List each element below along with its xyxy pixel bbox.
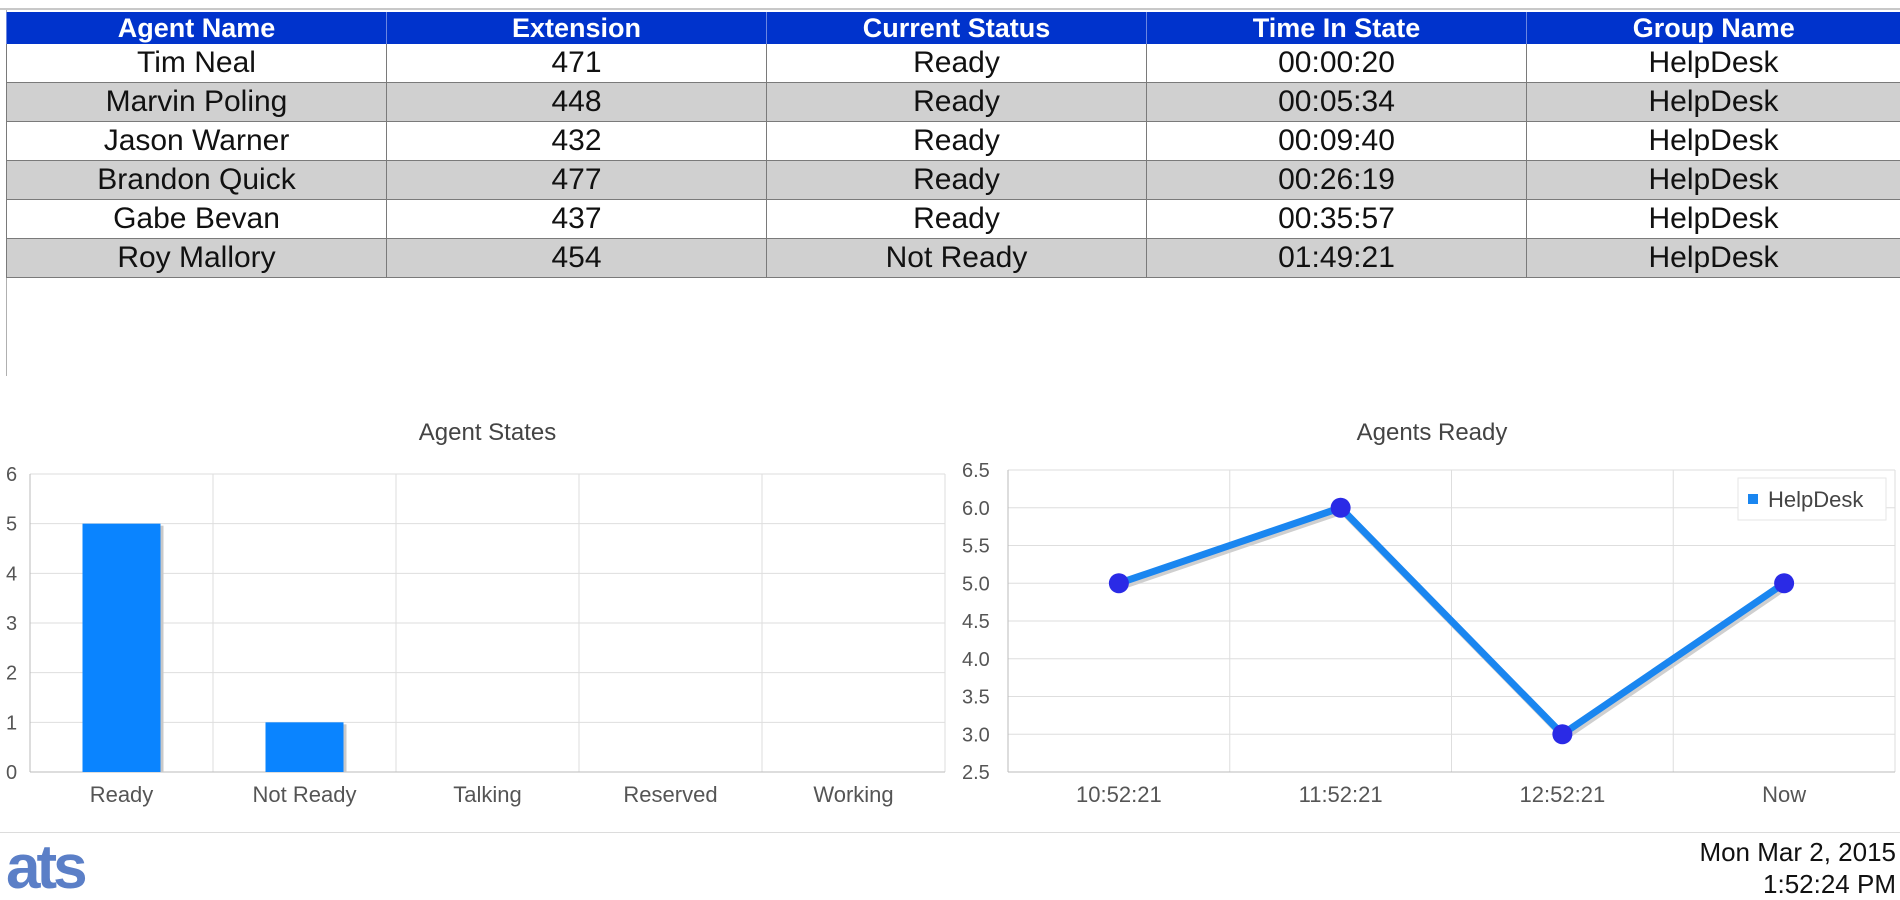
data-point (1552, 724, 1573, 745)
cell-current-status: Ready (766, 160, 1147, 200)
cell-agent-name: Marvin Poling (6, 82, 387, 122)
x-tick-label: Talking (453, 782, 521, 807)
legend-box (1737, 477, 1887, 521)
header-extension[interactable]: Extension (386, 12, 767, 44)
y-tick-label: 2.5 (962, 762, 990, 784)
header-time-in-state[interactable]: Time In State (1146, 12, 1527, 44)
y-tick-label: 3 (6, 613, 17, 635)
timestamp-time: 1:52:24 PM (1763, 869, 1896, 899)
y-tick-label: 6.5 (962, 460, 990, 482)
agents-ready-chart: Agents Ready 2.5 3.0 3.5 4.0 4.5 5.0 5.5 6.0 6.5 1… (962, 419, 1896, 807)
cell-current-status: Ready (766, 121, 1147, 161)
x-tick-label: 11:52:21 (1299, 782, 1383, 807)
cell-time-in-state: 00:35:57 (1146, 199, 1527, 239)
y-tick-label: 1 (6, 712, 17, 734)
cell-group-name: HelpDesk (1526, 160, 1900, 200)
cell-group-name: HelpDesk (1526, 199, 1900, 239)
x-tick-label: Working (813, 782, 893, 807)
x-tick-label: Now (1762, 782, 1806, 807)
table-row[interactable]: Brandon Quick 477 Ready 00:26:19 HelpDes… (6, 160, 1900, 200)
y-tick-label: 2 (6, 663, 17, 685)
cell-group-name: HelpDesk (1526, 44, 1900, 83)
cell-current-status: Ready (766, 44, 1147, 83)
y-tick-label: 6 (6, 464, 17, 486)
cell-current-status: Not Ready (766, 238, 1147, 278)
bar (265, 722, 344, 772)
bar (82, 523, 161, 772)
y-tick-label: 3.5 (962, 687, 990, 709)
cell-agent-name: Tim Neal (6, 44, 387, 83)
y-tick-label: 5.0 (962, 573, 990, 595)
x-tick-label: Not Ready (253, 782, 357, 807)
cell-extension: 471 (386, 44, 767, 83)
cell-time-in-state: 00:26:19 (1146, 160, 1527, 200)
series-line (1117, 504, 1787, 738)
table-row[interactable]: Tim Neal 471 Ready 00:00:20 HelpDesk (6, 44, 1900, 83)
ats-logo: ats (6, 836, 89, 898)
x-tick-label: 12:52:21 (1520, 782, 1606, 807)
data-point (1330, 497, 1351, 518)
cell-extension: 454 (386, 238, 767, 278)
x-tick-label: 10:52:21 (1076, 782, 1162, 807)
y-tick-label: 0 (6, 762, 17, 784)
table-header-row: Agent Name Extension Current Status Time… (6, 12, 1900, 44)
cell-time-in-state: 00:00:20 (1146, 44, 1527, 83)
chart-title: Agents Ready (1357, 419, 1508, 446)
y-tick-label: 4.5 (962, 611, 990, 633)
agent-status-table: Agent Name Extension Current Status Time… (6, 12, 1900, 278)
timestamp: Mon Mar 2, 2015 1:52:24 PM (1699, 836, 1896, 900)
cell-time-in-state: 01:49:21 (1146, 238, 1527, 278)
logo-text: ats (6, 836, 85, 898)
footer-divider (0, 832, 1900, 833)
table-row[interactable]: Jason Warner 432 Ready 00:09:40 HelpDesk (6, 121, 1900, 161)
cell-group-name: HelpDesk (1526, 82, 1900, 122)
chart-title: Agent States (419, 419, 556, 446)
y-tick-label: 4.0 (962, 649, 990, 671)
timestamp-date: Mon Mar 2, 2015 (1699, 837, 1896, 867)
y-tick-label: 5 (6, 514, 17, 536)
data-point (1108, 573, 1129, 594)
cell-current-status: Ready (766, 199, 1147, 239)
legend-label: HelpDesk (1768, 487, 1864, 512)
cell-extension: 448 (386, 82, 767, 122)
cell-extension: 437 (386, 199, 767, 239)
cell-agent-name: Jason Warner (6, 121, 387, 161)
header-agent-name[interactable]: Agent Name (6, 12, 387, 44)
agent-states-chart: Agent States 0 1 2 3 4 5 6 Ready Not Ready Talking… (6, 419, 946, 807)
header-group-name[interactable]: Group Name (1526, 12, 1900, 44)
header-current-status[interactable]: Current Status (766, 12, 1147, 44)
table-row[interactable]: Gabe Bevan 437 Ready 00:35:57 HelpDesk (6, 199, 1900, 239)
x-tick-label: Ready (90, 782, 154, 807)
cell-group-name: HelpDesk (1526, 238, 1900, 278)
x-tick-label: Reserved (623, 782, 717, 807)
cell-agent-name: Brandon Quick (6, 160, 387, 200)
data-point (1774, 573, 1795, 594)
cell-agent-name: Gabe Bevan (6, 199, 387, 239)
cell-current-status: Ready (766, 82, 1147, 122)
y-tick-label: 3.0 (962, 724, 990, 746)
cell-group-name: HelpDesk (1526, 121, 1900, 161)
legend-swatch (1748, 494, 1758, 504)
table-row[interactable]: Roy Mallory 454 Not Ready 01:49:21 HelpD… (6, 238, 1900, 278)
y-tick-label: 5.5 (962, 536, 990, 558)
cell-time-in-state: 00:05:34 (1146, 82, 1527, 122)
table-row[interactable]: Marvin Poling 448 Ready 00:05:34 HelpDes… (6, 82, 1900, 122)
cell-agent-name: Roy Mallory (6, 238, 387, 278)
y-tick-label: 4 (6, 563, 17, 585)
cell-time-in-state: 00:09:40 (1146, 121, 1527, 161)
cell-extension: 477 (386, 160, 767, 200)
y-tick-label: 6.0 (962, 498, 990, 520)
cell-extension: 432 (386, 121, 767, 161)
top-border (0, 8, 1900, 10)
